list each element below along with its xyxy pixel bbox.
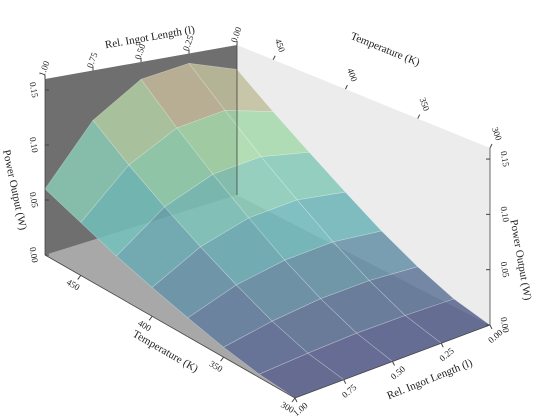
y-tick — [148, 315, 153, 321]
y-tick — [417, 114, 421, 119]
z-tick-label: 0.10 — [499, 206, 512, 224]
y-tick — [220, 356, 224, 362]
box-edge — [44, 254, 296, 399]
z-tick-label: 0.15 — [499, 150, 512, 168]
y-tick — [344, 84, 348, 90]
z-tick-label: 0.00 — [499, 316, 512, 334]
y-tick-label: 300 — [490, 126, 504, 143]
y-tick — [272, 55, 276, 60]
x-tick — [343, 379, 347, 384]
x-tick — [440, 343, 444, 348]
x-tick — [294, 397, 298, 403]
y-tick — [77, 275, 82, 280]
z-tick-label: 0.15 — [28, 81, 41, 99]
y-tick-label: 450 — [273, 37, 287, 54]
z-tick-label: 0.05 — [28, 191, 41, 209]
x-tick — [392, 361, 395, 366]
z-tick-label: 0.05 — [499, 261, 512, 279]
y-tick — [489, 143, 493, 149]
y-tick-label: 400 — [345, 67, 359, 84]
x-tick — [489, 324, 493, 330]
y-tick — [291, 397, 296, 403]
y-tick-label: 350 — [418, 96, 432, 113]
surface — [44, 62, 491, 399]
surface-patch — [151, 246, 237, 319]
back-wall-right — [237, 45, 490, 325]
z-tick-label: 0.00 — [28, 246, 41, 264]
z-tick-label: 0.10 — [28, 136, 41, 154]
